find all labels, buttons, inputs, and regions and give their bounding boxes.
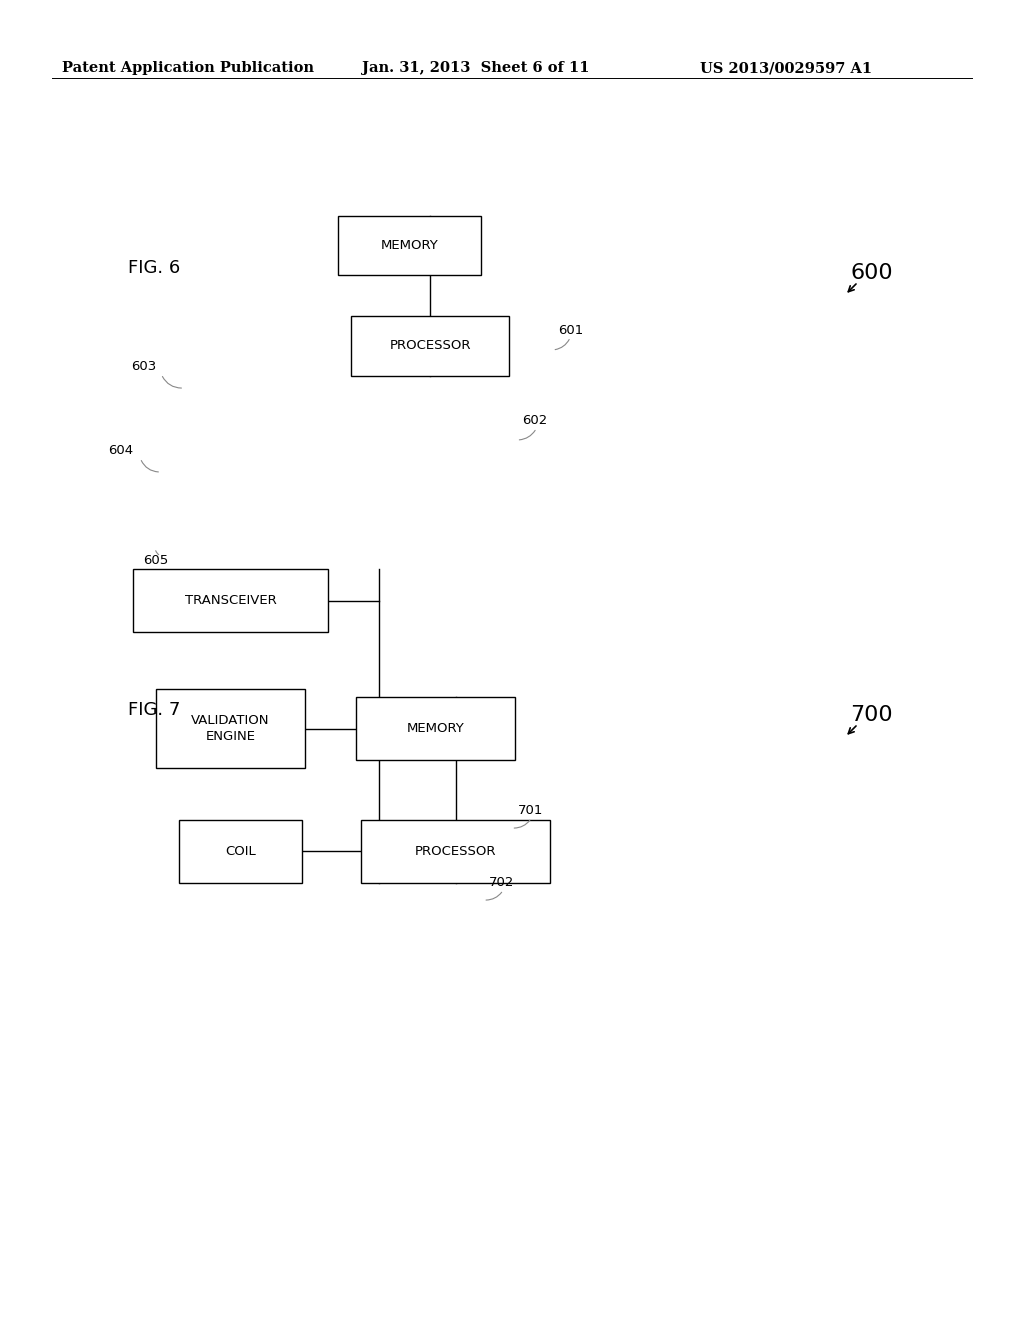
Text: US 2013/0029597 A1: US 2013/0029597 A1 <box>700 61 872 75</box>
Text: 702: 702 <box>489 875 515 888</box>
Text: FIG. 7: FIG. 7 <box>128 701 180 719</box>
Text: 601: 601 <box>558 323 584 337</box>
Text: VALIDATION
ENGINE: VALIDATION ENGINE <box>191 714 269 743</box>
Text: 603: 603 <box>131 359 157 372</box>
Text: 602: 602 <box>522 413 548 426</box>
Text: TRANSCEIVER: TRANSCEIVER <box>184 594 276 607</box>
Bar <box>338 215 481 276</box>
Text: Jan. 31, 2013  Sheet 6 of 11: Jan. 31, 2013 Sheet 6 of 11 <box>362 61 590 75</box>
Text: COIL: COIL <box>225 845 256 858</box>
Text: 701: 701 <box>517 804 543 817</box>
Text: 600: 600 <box>850 263 893 282</box>
Bar <box>356 697 514 760</box>
Text: 700: 700 <box>850 705 893 725</box>
Text: MEMORY: MEMORY <box>381 239 438 252</box>
Text: PROCESSOR: PROCESSOR <box>415 845 497 858</box>
Bar <box>133 569 328 632</box>
Bar <box>179 820 302 883</box>
Bar <box>350 317 509 376</box>
Text: 604: 604 <box>109 444 133 457</box>
Bar <box>361 820 551 883</box>
Text: FIG. 6: FIG. 6 <box>128 259 180 277</box>
Bar <box>157 689 305 768</box>
Text: 605: 605 <box>143 553 168 566</box>
Text: Patent Application Publication: Patent Application Publication <box>62 61 314 75</box>
Text: MEMORY: MEMORY <box>407 722 464 735</box>
Text: PROCESSOR: PROCESSOR <box>389 339 471 352</box>
